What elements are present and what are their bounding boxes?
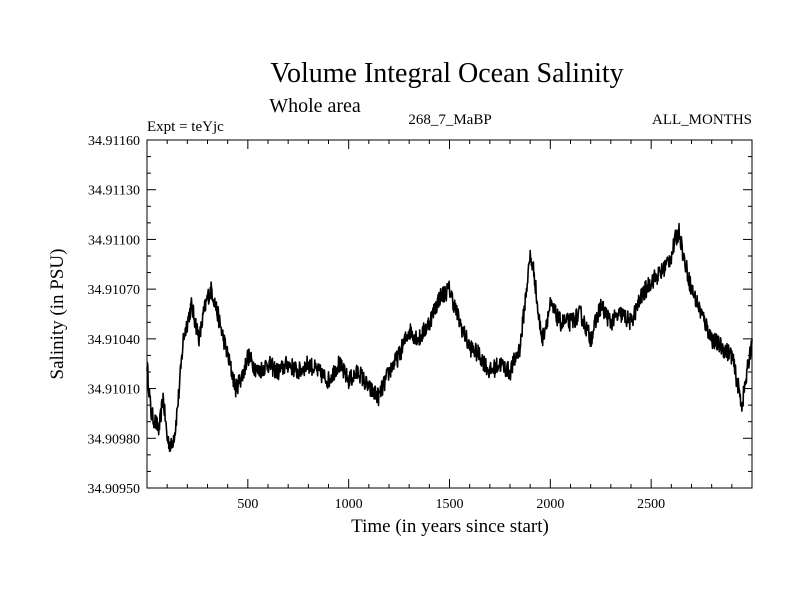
chart-subtitle: Whole area xyxy=(269,95,361,117)
x-axis-label: Time (in years since start) xyxy=(351,516,549,537)
y-tick-label: 34.90980 xyxy=(88,432,141,447)
y-tick-label: 34.91130 xyxy=(88,184,140,199)
series-line xyxy=(146,222,753,453)
y-tick-label: 34.91160 xyxy=(88,134,140,149)
x-tick-label: 2500 xyxy=(637,497,665,512)
y-tick-label: 34.91070 xyxy=(88,283,141,298)
x-tick-label: 500 xyxy=(237,497,258,512)
y-tick-label: 34.90950 xyxy=(88,482,141,497)
header-center: 268_7_MaBP xyxy=(408,112,491,128)
x-tick-label: 1500 xyxy=(436,497,464,512)
x-tick-label: 1000 xyxy=(335,497,363,512)
x-tick-label: 2000 xyxy=(536,497,564,512)
header-right: ALL_MONTHS xyxy=(652,112,752,128)
y-tick-label: 34.91010 xyxy=(88,383,141,398)
chart-title: Volume Integral Ocean Salinity xyxy=(270,58,623,89)
plot-frame xyxy=(146,139,753,489)
y-tick-label: 34.91040 xyxy=(88,333,141,348)
header-left: Expt = teYjc xyxy=(147,119,224,135)
axis-ticks xyxy=(147,139,752,489)
axis-tick-labels: 500 1000 1500 2000 2500 34.90950 34.90980 34.91… xyxy=(88,134,666,512)
y-tick-label: 34.91100 xyxy=(88,233,140,248)
y-axis-label: Salinity (in PSU) xyxy=(47,249,68,380)
